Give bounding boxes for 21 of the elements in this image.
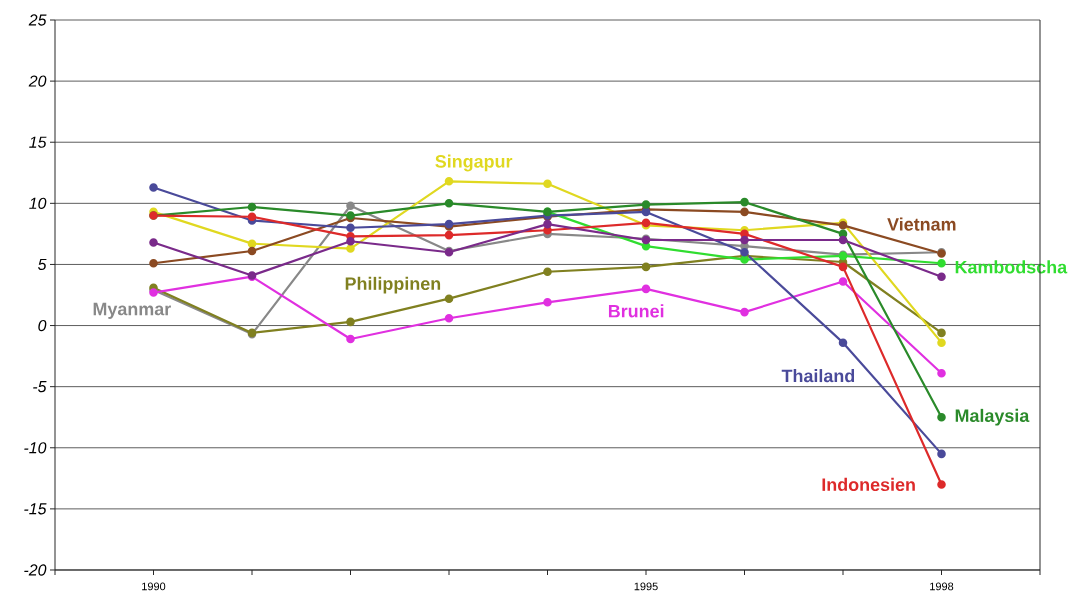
y-tick-label: 20 [28,75,47,87]
series-label: Singapur [435,154,513,172]
y-tick-label: -10 [24,442,47,454]
y-tick-label: 15 [29,136,47,148]
series-label: Brunei [608,304,664,318]
x-tick-label: 1998 [930,582,954,591]
series-label: Malaysia [955,408,1030,426]
y-tick-label: -20 [24,564,47,576]
y-tick-label: 0 [38,319,47,332]
y-tick-label: 5 [37,258,47,271]
series-label: Thailand [781,369,855,383]
series-label: Indonesien [822,477,915,492]
series-label: Philippinen [345,276,441,294]
y-tick-label: 10 [29,197,47,209]
x-tick-label: 1995 [634,582,658,591]
y-tick-label: 25 [28,14,47,26]
series-label: Myanmar [93,302,171,319]
y-tick-label: -15 [24,503,47,515]
y-tick-label: -5 [33,381,47,393]
x-tick-label: 1990 [142,582,166,591]
series-label: Vietnam [887,217,956,231]
